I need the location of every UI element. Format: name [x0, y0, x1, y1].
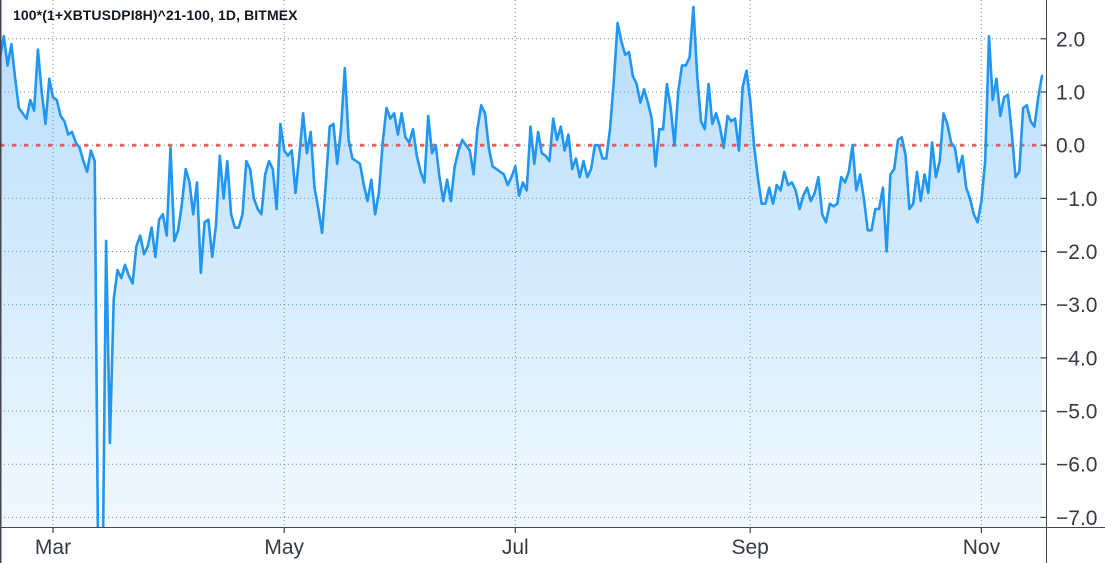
chart-legend-title[interactable]: 100*(1+XBTUSDPI8H)^21-100, 1D, BITMEX	[13, 7, 298, 23]
price-tick-label: −1.0	[1056, 188, 1097, 211]
price-tick-label: 0.0	[1056, 135, 1085, 158]
price-tick-label: −6.0	[1056, 454, 1097, 477]
price-tick-label: 1.0	[1056, 82, 1085, 105]
time-tick-label: Mar	[35, 536, 71, 559]
time-tick-label: Jul	[502, 536, 529, 559]
price-tick-label: −3.0	[1056, 294, 1097, 317]
time-axis[interactable]: Mar May Jul Sep Nov	[35, 527, 1001, 559]
price-line	[0, 5, 1044, 527]
time-tick-label: May	[264, 536, 304, 559]
price-tick-label: −4.0	[1056, 347, 1097, 370]
time-tick-label: Nov	[963, 536, 1001, 559]
price-tick-label: −7.0	[1056, 507, 1097, 530]
price-tick-label: −5.0	[1056, 401, 1097, 424]
series-line-path	[0, 5, 1044, 527]
time-tick-label: Sep	[732, 536, 769, 559]
area-fill	[0, 6, 1042, 527]
area-fill-path	[0, 6, 1042, 527]
price-axis[interactable]: 2.0 1.0 0.0 −1.0 −2.0 −3.0 −4.0 −5.0 −6.0 −7.0	[1041, 28, 1097, 530]
price-tick-label: −2.0	[1056, 241, 1097, 264]
price-tick-label: 2.0	[1056, 28, 1085, 51]
